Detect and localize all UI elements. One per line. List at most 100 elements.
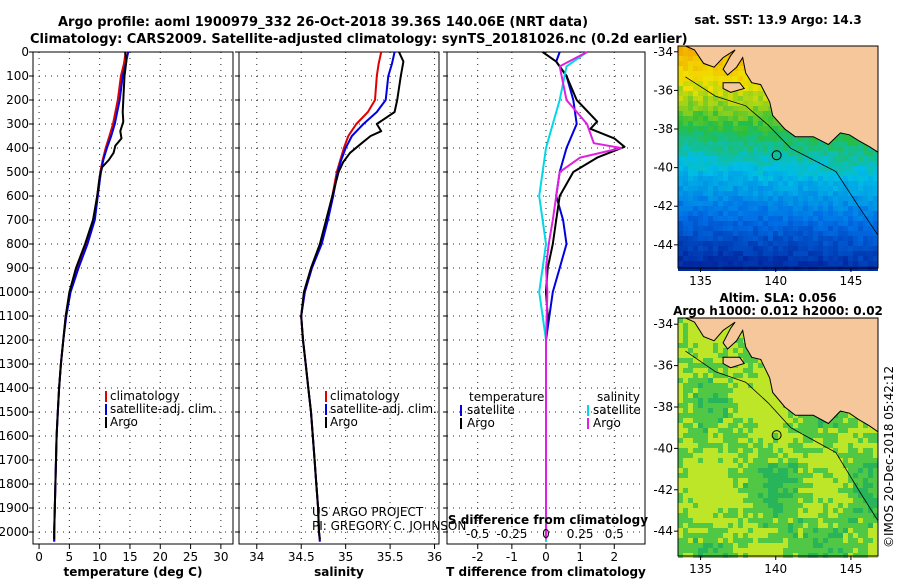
sst-map-cell	[828, 181, 833, 186]
sst-map-cell	[803, 191, 808, 196]
sst-map-cell	[838, 131, 843, 136]
sla-map-cell	[758, 548, 763, 553]
sla-map-cell	[758, 543, 763, 548]
sst-map-cell	[868, 181, 873, 186]
sst-map-cell	[783, 246, 788, 251]
sst-map-cell	[753, 156, 758, 161]
sst-map-cell	[803, 216, 808, 221]
sst-map-cell	[758, 226, 763, 231]
sla-map-cell	[798, 443, 803, 448]
sla-map-cell	[743, 468, 748, 473]
sst-map-cell	[773, 231, 778, 236]
sst-map-cell	[823, 241, 828, 246]
sst-map-cell	[688, 56, 693, 61]
sla-map-cell	[713, 543, 718, 548]
depth-tick-label: 2000	[0, 525, 29, 539]
sla-map-cell	[678, 538, 683, 543]
sst-map-cell	[718, 101, 723, 106]
sla-map-cell	[808, 483, 813, 488]
sst-map-cell	[723, 261, 728, 266]
sst-map-cell	[758, 136, 763, 141]
sla-map-cell	[833, 423, 838, 428]
sla-map-cell	[868, 458, 873, 463]
sla-map-cell	[683, 478, 688, 483]
sst-map-cell	[778, 161, 783, 166]
sst-map-cell	[683, 236, 688, 241]
sst-map-cell	[863, 196, 868, 201]
sla-map-cell	[718, 398, 723, 403]
sst-map-cell	[713, 191, 718, 196]
sla-map-cell	[833, 503, 838, 508]
sst-map-cell	[698, 86, 703, 91]
sla-map-cell	[843, 468, 848, 473]
sst-map-cell	[798, 156, 803, 161]
sla-map-cell	[738, 343, 743, 348]
sst-map-cell	[733, 91, 738, 96]
sst-map-cell	[748, 236, 753, 241]
sst-map-cell	[678, 106, 683, 111]
sst-map-cell	[858, 236, 863, 241]
sla-map-cell	[753, 373, 758, 378]
sla-map-cell	[743, 513, 748, 518]
sla-map-cell	[753, 508, 758, 513]
sst-map-cell	[863, 221, 868, 226]
sst-map-cell	[773, 251, 778, 256]
sla-map-cell	[853, 463, 858, 468]
sla-map-cell	[703, 418, 708, 423]
sla-map-cell	[858, 423, 863, 428]
sst-map-cell	[683, 206, 688, 211]
sst-map-cell	[783, 256, 788, 261]
legend-s-item-sat_t: satellite	[593, 403, 641, 417]
sla-map-cell	[718, 488, 723, 493]
sst-map-cell	[833, 246, 838, 251]
salinity-x-axis-label: salinity	[314, 565, 364, 579]
map-x-tick-label: 145	[839, 562, 862, 576]
sst-map-cell	[693, 61, 698, 66]
sst-map-cell	[768, 211, 773, 216]
sst-map-cell	[783, 151, 788, 156]
sla-map-cell	[743, 508, 748, 513]
sla-map-cell	[848, 533, 853, 538]
sla-map-cell	[813, 468, 818, 473]
sla-map-cell	[708, 358, 713, 363]
sst-map-cell	[683, 166, 688, 171]
sst-map-cell	[753, 216, 758, 221]
sla-map-cell	[713, 478, 718, 483]
sla-map-cell	[788, 518, 793, 523]
sla-map-cell	[738, 523, 743, 528]
sla-map-cell	[708, 488, 713, 493]
sst-map-cell	[853, 251, 858, 256]
sla-map-cell	[778, 518, 783, 523]
sst-map-cell	[793, 181, 798, 186]
sst-map-cell	[753, 256, 758, 261]
sla-map-cell	[763, 478, 768, 483]
sla-map-cell	[733, 453, 738, 458]
sst-map-cell	[788, 151, 793, 156]
sla-map-cell	[783, 413, 788, 418]
sst-map-cell	[718, 251, 723, 256]
sst-map-cell	[783, 211, 788, 216]
sst-map-cell	[733, 131, 738, 136]
sst-map-cell	[683, 106, 688, 111]
sla-map-cell	[763, 448, 768, 453]
sst-map-cell	[843, 246, 848, 251]
sst-map-cell	[688, 171, 693, 176]
sla-map-cell	[803, 533, 808, 538]
sst-map-cell	[683, 121, 688, 126]
sst-map-cell	[863, 176, 868, 181]
top-x-tick-label: 0.5	[605, 527, 624, 541]
sla-map-cell	[848, 443, 853, 448]
sst-map-cell	[763, 231, 768, 236]
sla-map-cell	[713, 383, 718, 388]
sst-map-cell	[778, 156, 783, 161]
sst-map-cell	[678, 226, 683, 231]
sla-map-cell	[723, 418, 728, 423]
sla-map-cell	[788, 533, 793, 538]
sla-map-cell	[823, 493, 828, 498]
sst-map-cell	[698, 106, 703, 111]
sst-map-cell	[743, 161, 748, 166]
sla-map-cell	[693, 428, 698, 433]
sla-map-cell	[688, 473, 693, 478]
sst-map-cell	[698, 221, 703, 226]
sla-map-cell	[728, 528, 733, 533]
